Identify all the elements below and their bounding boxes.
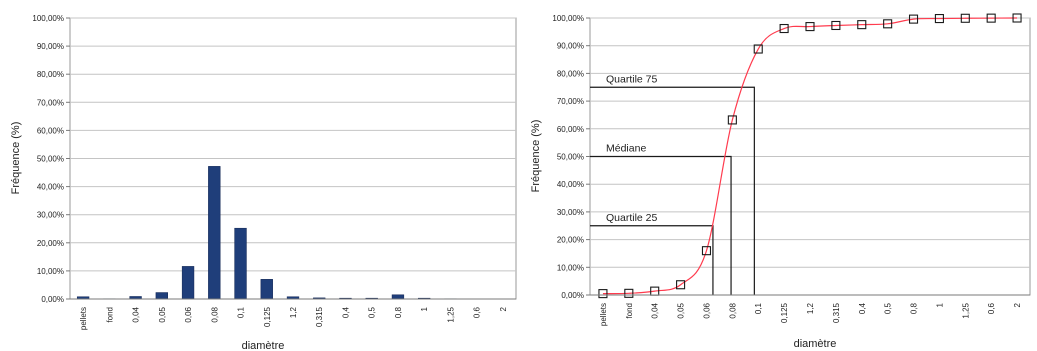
y-tick-label: 50,00% [37,155,64,164]
bar [234,227,247,300]
data-point-marker [598,289,608,299]
y-tick-label: 90,00% [37,42,64,51]
y-tick-label: 70,00% [557,97,584,106]
x-tick-label: 0,1 [237,306,246,318]
x-tick-label: 0,125 [263,306,272,327]
y-tick-label: 20,00% [37,239,64,248]
y-tick-label: 70,00% [37,98,64,107]
data-point-marker [831,20,841,31]
data-point-marker [753,44,763,54]
quartile-label: Quartile 25 [606,212,658,224]
data-point-marker [676,280,686,290]
x-tick-label: 0,5 [884,302,893,314]
y-tick-label: 0,00% [561,291,584,300]
y-tick-label: 80,00% [37,70,64,79]
x-tick-label: 0,8 [910,302,919,314]
x-tick-label: 0,05 [158,306,167,322]
x-tick-label: fond [105,307,114,323]
x-tick-label: 1 [935,302,944,307]
x-tick-label: 0,315 [832,302,841,323]
x-tick-label: 2 [1013,302,1022,307]
cumulative-frequency-chart: 0,00% 10,00% 20,00% 30,00% 40,00% 50,00% 60,00… [530,13,1031,350]
quartile-line [590,86,755,295]
x-tick-label: pellets [599,303,608,326]
y-tick-label: 100,00% [32,14,64,23]
x-tick-label: fond [625,303,634,319]
y-tick-label: 80,00% [557,69,584,78]
x-tick-label: 0,08 [210,306,219,322]
data-point-marker [857,20,867,30]
cumulative-line [602,17,1018,295]
y-tick-label: 60,00% [557,125,584,134]
x-tick-label: 0,8 [394,306,403,318]
x-tick-label: 1,2 [806,302,815,314]
x-tick-label: 0,315 [315,306,324,327]
y-tick-label: 20,00% [557,236,584,245]
data-point-marker [986,13,996,23]
x-tick-label: 2 [499,306,508,311]
x-tick-label: 0,08 [728,302,737,318]
y-tick-label: 0,00% [41,295,64,304]
x-axis-label: diamètre [242,340,285,351]
y-axis-label: Fréquence (%) [10,122,22,195]
data-point-marker [883,19,893,29]
x-tick-label: 0,6 [473,306,482,318]
x-axis-label: diamètre [794,338,837,350]
x-tick-label: 1,2 [289,306,298,318]
x-tick-label: 0,05 [677,302,686,318]
x-tick-label: 0,06 [702,302,711,318]
y-tick-label: 30,00% [557,208,584,217]
bar [260,279,273,300]
y-tick-label: 100,00% [552,14,584,23]
y-tick-label: 10,00% [37,267,64,276]
x-tick-label: 0,5 [368,306,377,318]
data-point-marker [779,23,789,34]
bar [391,294,405,300]
x-tick-label: 0,6 [987,302,996,314]
y-tick-label: 40,00% [557,180,584,189]
x-tick-label: 0,4 [341,306,350,318]
y-axis-label: Fréquence (%) [530,120,542,193]
bar [155,292,168,300]
quartile-label: Médiane [606,143,646,155]
x-tick-label: 0,1 [754,302,763,314]
bar [181,266,195,300]
x-tick-label: 1,25 [446,306,455,322]
quartile-line [590,225,714,295]
data-point-marker [934,14,944,24]
data-point-marker [701,246,712,256]
quartile-label: Quartile 75 [606,73,658,85]
histogram-chart: 0,00% 10,00% 20,00% 30,00% 40,00% 50,00% 60,00… [10,14,517,351]
y-tick-label: 60,00% [37,126,64,135]
x-tick-label: pellets [79,307,88,330]
data-point-marker [624,288,634,298]
y-tick-label: 90,00% [557,42,584,51]
x-tick-label: 0,06 [184,306,193,322]
y-tick-label: 50,00% [557,153,584,162]
y-tick-label: 40,00% [37,183,64,192]
x-tick-label: 1 [420,306,429,311]
x-tick-label: 0,04 [132,306,141,322]
x-tick-label: 1,25 [961,302,970,318]
y-tick-label: 10,00% [557,263,584,272]
x-tick-label: 0,125 [780,302,789,323]
x-tick-label: 0,04 [651,302,660,318]
data-point-marker [908,14,919,24]
data-point-marker [805,22,815,32]
bar [208,166,221,300]
data-point-marker [727,115,737,125]
data-point-marker [1012,13,1022,23]
x-tick-label: 0,4 [858,302,867,314]
quartile-line [590,155,732,295]
data-point-marker [960,13,970,23]
y-tick-label: 30,00% [37,211,64,220]
